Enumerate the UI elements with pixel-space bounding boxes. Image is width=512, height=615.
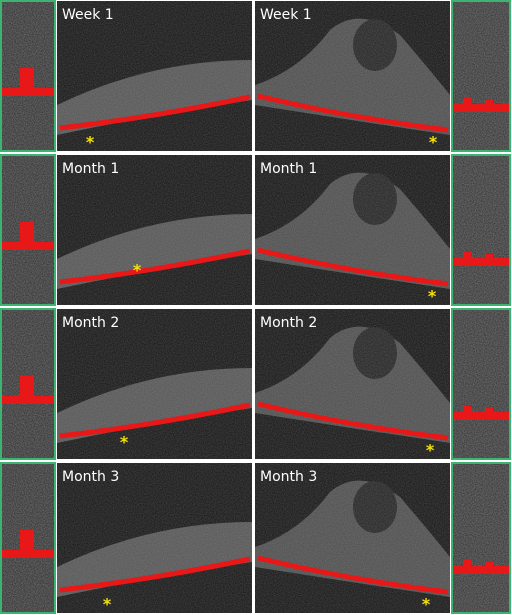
red-band [453, 258, 509, 266]
red-bump [20, 530, 34, 552]
marker: * [426, 441, 435, 460]
marker: * [133, 261, 142, 280]
red-band [453, 412, 509, 420]
noise [453, 2, 509, 150]
red-line [257, 401, 449, 441]
red-bump [485, 100, 493, 106]
red-bump [463, 98, 471, 106]
marker: * [422, 595, 431, 614]
scan-label: Week 1 [62, 7, 114, 23]
scan-label: Month 2 [260, 315, 317, 331]
red-line [59, 556, 251, 593]
red-bump [463, 252, 471, 260]
scan-label: Week 1 [260, 7, 312, 23]
red-bump [20, 68, 34, 90]
red-band [2, 396, 54, 404]
scan-label: Month 3 [62, 469, 119, 485]
marker: * [86, 133, 95, 152]
noise [57, 1, 252, 151]
red-line [257, 247, 449, 287]
noise [57, 463, 252, 613]
scan-label: Month 1 [260, 161, 317, 177]
scan-label: Month 1 [62, 161, 119, 177]
marker: * [103, 595, 112, 614]
red-band [2, 88, 54, 96]
red-bump [485, 562, 493, 568]
red-bump [463, 560, 471, 568]
marker: * [120, 433, 129, 452]
red-bump [20, 222, 34, 244]
red-band [2, 550, 54, 558]
noise [57, 155, 252, 305]
scan-label: Month 3 [260, 469, 317, 485]
red-bump [463, 406, 471, 414]
marker: * [428, 287, 437, 306]
red-band [2, 242, 54, 250]
red-line [59, 94, 251, 131]
red-line [257, 93, 449, 133]
red-band [453, 104, 509, 112]
red-bump [485, 254, 493, 260]
red-bump [20, 376, 34, 398]
noise [453, 310, 509, 458]
marker: * [429, 133, 438, 152]
noise [453, 464, 509, 612]
red-line [59, 248, 251, 285]
red-line [257, 555, 449, 595]
noise [453, 156, 509, 304]
noise [57, 309, 252, 459]
red-line [59, 402, 251, 439]
red-band [453, 566, 509, 574]
scan-label: Month 2 [62, 315, 119, 331]
red-bump [485, 408, 493, 414]
